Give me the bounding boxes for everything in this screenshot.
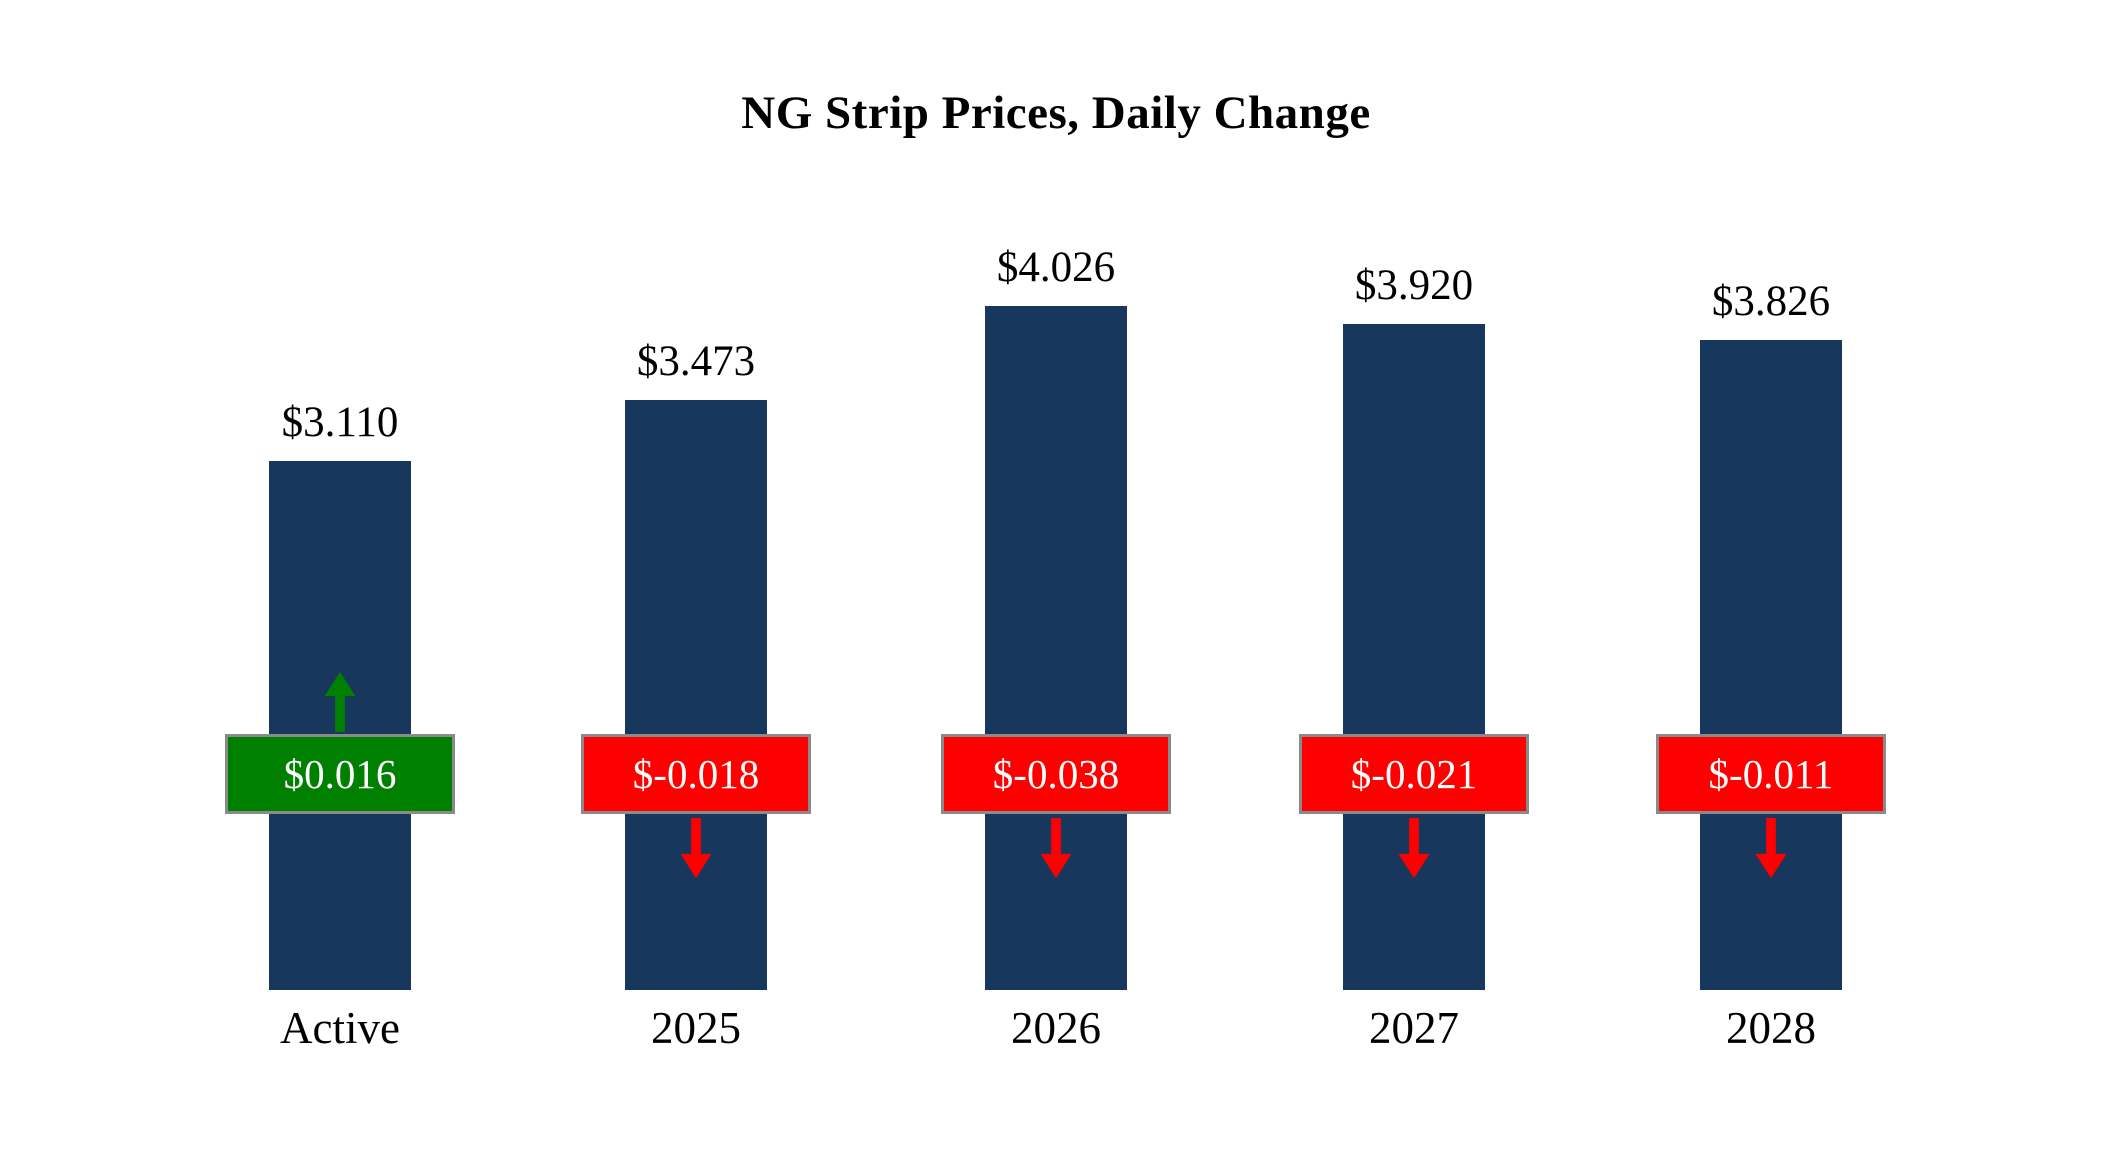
down-arrow-icon (680, 818, 712, 879)
category-label-2026: 2026 (1011, 1003, 1101, 1053)
bar-value-label: $3.110 (281, 399, 399, 446)
daily-change-value: $-0.038 (992, 751, 1120, 797)
bar-value-label: $3.920 (1354, 262, 1474, 309)
daily-change-value: $-0.018 (632, 751, 760, 797)
category-label-2027: 2027 (1369, 1003, 1459, 1053)
daily-change-badge: $-0.018 (581, 734, 811, 814)
daily-change-badge: $-0.021 (1299, 734, 1529, 814)
bar-2027 (1343, 324, 1485, 990)
bar-2025 (625, 400, 767, 990)
down-arrow-icon (1398, 818, 1430, 879)
bar-value-label: $3.473 (636, 338, 756, 385)
daily-change-value: $0.016 (283, 751, 397, 797)
bar-2028 (1700, 340, 1842, 990)
bar-value-label: $4.026 (996, 244, 1116, 291)
daily-change-value: $-0.021 (1350, 751, 1478, 797)
chart-title: NG Strip Prices, Daily Change (741, 87, 1371, 139)
category-label-2028: 2028 (1726, 1003, 1816, 1053)
daily-change-badge: $-0.011 (1656, 734, 1886, 814)
down-arrow-icon (1755, 818, 1787, 879)
daily-change-badge: $0.016 (225, 734, 455, 814)
category-label-active: Active (280, 1003, 400, 1053)
up-arrow-icon (324, 671, 356, 732)
bar-2026 (985, 306, 1127, 990)
daily-change-value: $-0.011 (1708, 751, 1834, 797)
daily-change-badge: $-0.038 (941, 734, 1171, 814)
down-arrow-icon (1040, 818, 1072, 879)
category-label-2025: 2025 (651, 1003, 741, 1053)
bar-value-label: $3.826 (1711, 278, 1831, 325)
